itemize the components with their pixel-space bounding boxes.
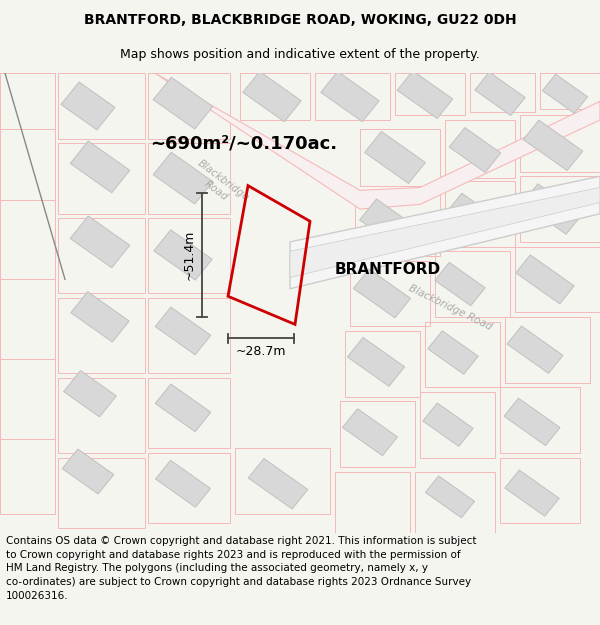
Polygon shape	[523, 120, 583, 171]
Polygon shape	[435, 262, 485, 306]
Polygon shape	[428, 331, 478, 374]
Polygon shape	[542, 74, 587, 113]
Polygon shape	[61, 82, 115, 130]
Polygon shape	[154, 230, 212, 280]
Polygon shape	[504, 398, 560, 446]
Polygon shape	[423, 403, 473, 446]
Polygon shape	[64, 371, 116, 417]
Polygon shape	[425, 476, 475, 518]
Text: ~28.7m: ~28.7m	[236, 345, 286, 358]
Polygon shape	[155, 307, 211, 355]
Polygon shape	[353, 269, 410, 318]
Polygon shape	[365, 131, 425, 184]
Text: ~690m²/~0.170ac.: ~690m²/~0.170ac.	[150, 134, 337, 152]
Text: Contains OS data © Crown copyright and database right 2021. This information is : Contains OS data © Crown copyright and d…	[6, 536, 476, 601]
Polygon shape	[153, 152, 213, 204]
Polygon shape	[243, 71, 301, 122]
Polygon shape	[449, 127, 501, 172]
Polygon shape	[153, 78, 213, 129]
Polygon shape	[155, 73, 600, 209]
Polygon shape	[343, 409, 397, 456]
Text: BRANTFORD, BLACKBRIDGE ROAD, WOKING, GU22 0DH: BRANTFORD, BLACKBRIDGE ROAD, WOKING, GU2…	[83, 14, 517, 28]
Polygon shape	[290, 188, 600, 278]
Polygon shape	[507, 326, 563, 373]
Text: ~51.4m: ~51.4m	[182, 230, 196, 280]
Text: BRANTFORD: BRANTFORD	[335, 262, 441, 278]
Polygon shape	[522, 184, 582, 234]
Polygon shape	[71, 292, 129, 342]
Polygon shape	[155, 460, 211, 508]
Polygon shape	[516, 255, 574, 304]
Polygon shape	[248, 459, 308, 509]
Polygon shape	[397, 71, 453, 119]
Polygon shape	[290, 176, 600, 289]
Polygon shape	[505, 470, 559, 516]
Polygon shape	[347, 338, 404, 386]
Text: Map shows position and indicative extent of the property.: Map shows position and indicative extent…	[120, 48, 480, 61]
Polygon shape	[475, 72, 525, 116]
Text: Blackbridge Road: Blackbridge Road	[407, 283, 493, 332]
Polygon shape	[70, 216, 130, 268]
Polygon shape	[321, 71, 379, 122]
Text: Blackbridge
Road: Blackbridge Road	[189, 159, 251, 212]
Polygon shape	[62, 449, 114, 494]
Polygon shape	[155, 384, 211, 432]
Polygon shape	[446, 193, 498, 238]
Polygon shape	[359, 199, 421, 251]
Polygon shape	[70, 141, 130, 192]
